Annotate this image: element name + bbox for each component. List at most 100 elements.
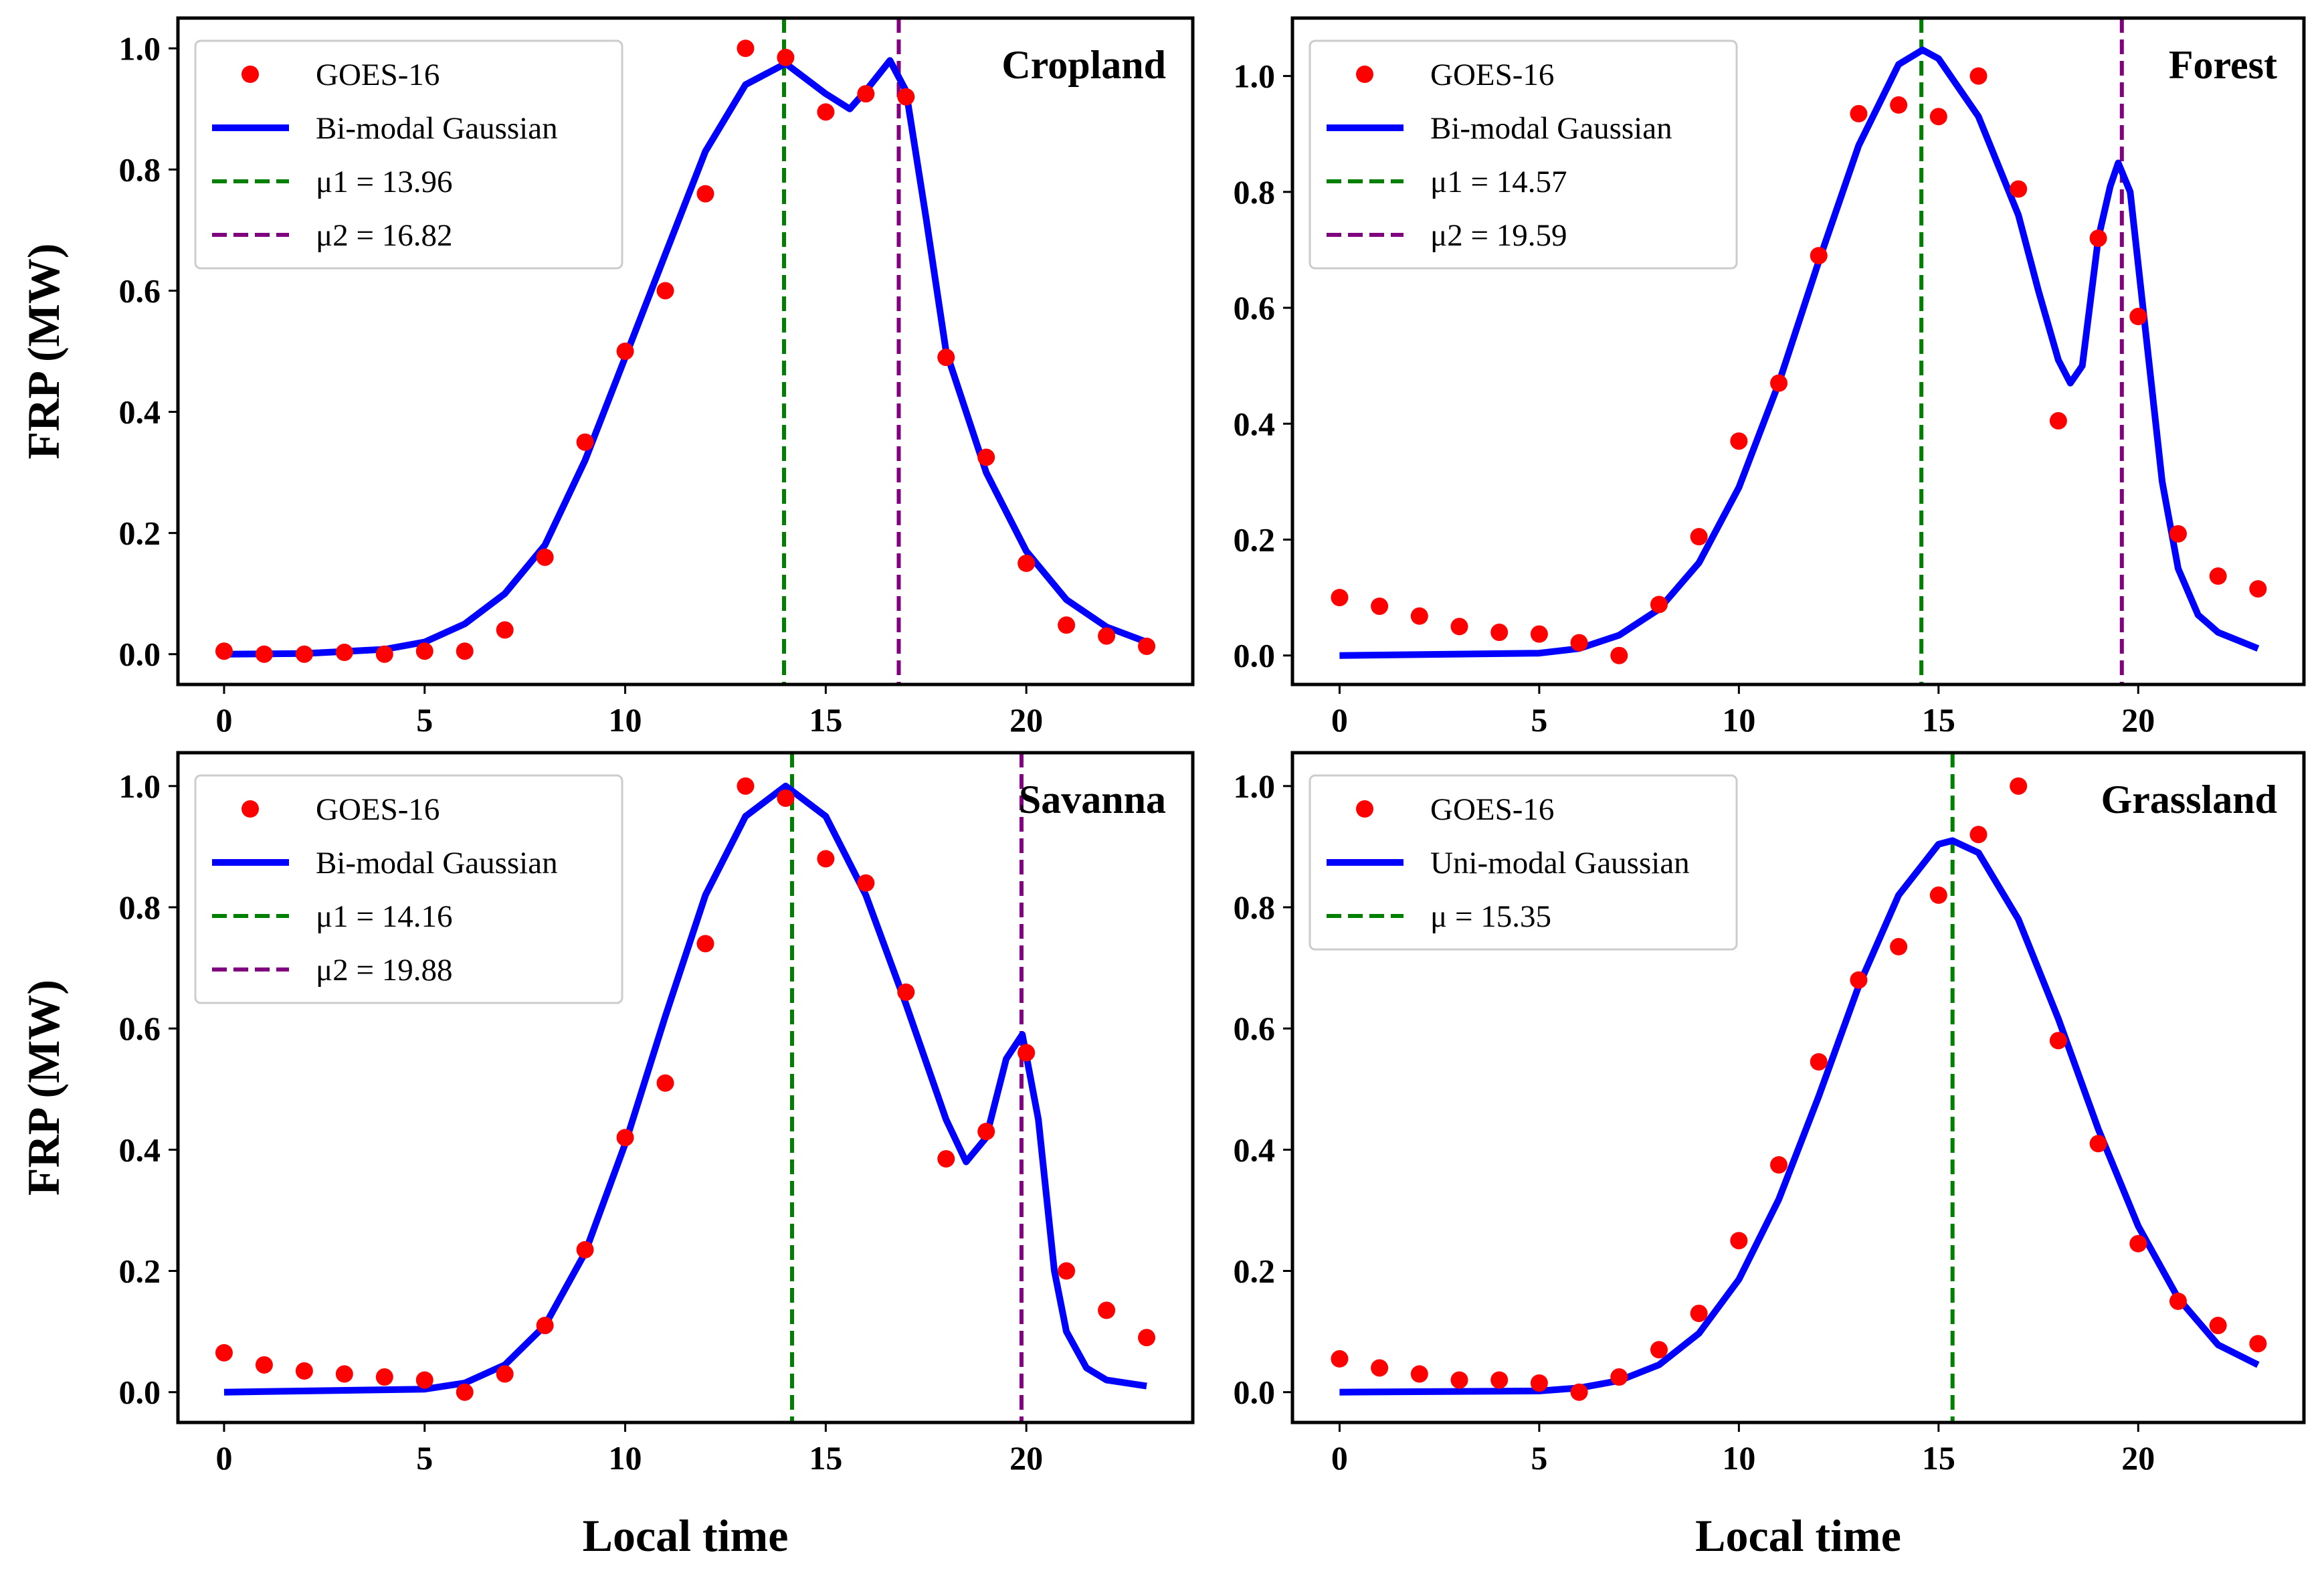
- goes16-point: [1770, 1156, 1788, 1174]
- goes16-point: [1610, 646, 1628, 664]
- goes16-point: [255, 1356, 273, 1374]
- goes16-point: [2249, 580, 2267, 598]
- goes16-point: [737, 777, 755, 795]
- goes16-point: [375, 645, 393, 663]
- goes16-point: [1570, 1383, 1588, 1401]
- goes16-point: [1730, 432, 1748, 450]
- goes16-point: [1730, 1232, 1748, 1250]
- y-tick-label: 0.6: [1234, 1010, 1276, 1047]
- y-tick-label: 0.0: [1234, 1374, 1276, 1411]
- goes16-point: [576, 433, 594, 451]
- goes16-point: [1810, 247, 1828, 265]
- y-tick-label: 0.8: [1234, 173, 1276, 211]
- gaussian-fit-curve: [1339, 46, 2260, 659]
- goes16-point: [1890, 96, 1908, 114]
- goes16-point: [2129, 1234, 2147, 1253]
- legend-label: Bi-modal Gaussian: [316, 846, 558, 881]
- goes16-point: [1770, 374, 1788, 392]
- y-tick-label: 0.2: [1234, 1253, 1276, 1290]
- legend: GOES-16 Bi-modal Gaussian μ1 = 14.16 μ2 = 1…: [194, 774, 623, 1004]
- y-tick-label: 0.2: [119, 515, 161, 552]
- y-axis-label: FRP (MW): [18, 980, 69, 1196]
- goes16-point: [696, 935, 714, 953]
- legend-marker-points: [1356, 800, 1373, 818]
- goes16-point: [616, 343, 634, 360]
- goes16-point: [2089, 1135, 2107, 1153]
- goes16-point: [1810, 1053, 1828, 1071]
- goes16-point: [897, 88, 915, 106]
- legend-label: μ2 = 19.59: [1430, 218, 1567, 253]
- goes16-point: [2010, 180, 2028, 198]
- y-tick-label: 0.6: [119, 1010, 161, 1047]
- goes16-point: [2129, 308, 2147, 326]
- y-tick-label: 0.8: [1234, 889, 1276, 926]
- goes16-point: [937, 349, 955, 367]
- y-tick-label: 0.4: [1234, 405, 1276, 442]
- goes16-point: [1138, 1329, 1156, 1347]
- legend-label: Bi-modal Gaussian: [316, 111, 558, 146]
- legend-label: μ1 = 13.96: [316, 165, 452, 199]
- goes16-point: [2049, 1032, 2067, 1050]
- goes16-point: [295, 645, 313, 663]
- y-tick-label: 0.2: [1234, 521, 1276, 558]
- y-tick-label: 1.0: [1234, 767, 1276, 805]
- x-tick-label: 0: [215, 701, 232, 739]
- goes16-point: [1490, 1371, 1509, 1389]
- goes16-point: [1018, 554, 1036, 572]
- legend-box: [194, 774, 623, 1004]
- y-tick-label: 1.0: [1234, 58, 1276, 95]
- x-tick-label: 5: [416, 701, 433, 739]
- legend-marker-points: [241, 66, 259, 83]
- goes16-point: [817, 103, 835, 121]
- legend-label: GOES-16: [1430, 792, 1554, 827]
- goes16-point: [536, 548, 554, 566]
- goes16-point: [576, 1240, 594, 1259]
- subplot-title: Forest: [2169, 43, 2277, 87]
- axes-frame: [1290, 16, 2306, 686]
- goes16-point: [1098, 1301, 1116, 1319]
- goes16-point: [737, 39, 755, 58]
- goes16-point: [777, 48, 795, 66]
- x-axis-label: Local time: [583, 1510, 789, 1561]
- x-tick-label: 10: [1722, 701, 1755, 739]
- goes16-point: [1530, 1374, 1548, 1392]
- subplot-title: Grassland: [2101, 777, 2277, 822]
- x-tick-label: 5: [1531, 1439, 1547, 1477]
- goes16-point: [1610, 1368, 1628, 1386]
- goes16-point: [1450, 618, 1468, 636]
- y-tick-label: 0.4: [119, 393, 161, 431]
- x-tick-label: 15: [1922, 1439, 1955, 1477]
- y-tick-label: 0.0: [119, 1374, 161, 1411]
- subplot-title: Savanna: [1019, 777, 1166, 822]
- legend: GOES-16 Bi-modal Gaussian μ1 = 13.96 μ2 = 1…: [194, 39, 623, 270]
- legend-label: GOES-16: [1430, 58, 1554, 92]
- legend-label: Bi-modal Gaussian: [1430, 111, 1672, 146]
- goes16-point: [656, 282, 674, 300]
- x-tick-label: 15: [809, 1439, 842, 1477]
- goes16-point: [2209, 1317, 2227, 1335]
- goes16-point: [1410, 607, 1428, 625]
- goes16-point: [1530, 625, 1548, 643]
- goes16-point: [817, 850, 835, 868]
- goes16-point: [295, 1362, 313, 1380]
- axes-frame: [176, 751, 1195, 1424]
- goes16-point: [656, 1074, 674, 1092]
- x-tick-label: 20: [1009, 1439, 1043, 1477]
- subplot-savanna: 0 5 10 15 20 0.0 0.2 0.4 0.6 0.8 1.0 Savanna GOES-16…: [18, 751, 1195, 1561]
- goes16-point: [1969, 67, 1988, 85]
- y-tick-label: 1.0: [119, 767, 161, 805]
- legend-label: GOES-16: [316, 792, 440, 827]
- x-tick-label: 10: [1722, 1439, 1755, 1477]
- goes16-point: [1018, 1044, 1036, 1062]
- goes16-point: [1969, 826, 1988, 844]
- goes16-point: [777, 789, 795, 807]
- goes16-point: [456, 1383, 474, 1401]
- x-tick-label: 20: [2121, 701, 2155, 739]
- legend: GOES-16 Bi-modal Gaussian μ1 = 14.57 μ2 = 1…: [1309, 39, 1738, 270]
- goes16-point: [1371, 1359, 1389, 1377]
- goes16-point: [857, 874, 875, 892]
- y-tick-label: 0.0: [119, 636, 161, 673]
- goes16-point: [1890, 937, 1908, 955]
- legend-label: μ2 = 19.88: [316, 953, 452, 988]
- x-tick-label: 15: [809, 701, 842, 739]
